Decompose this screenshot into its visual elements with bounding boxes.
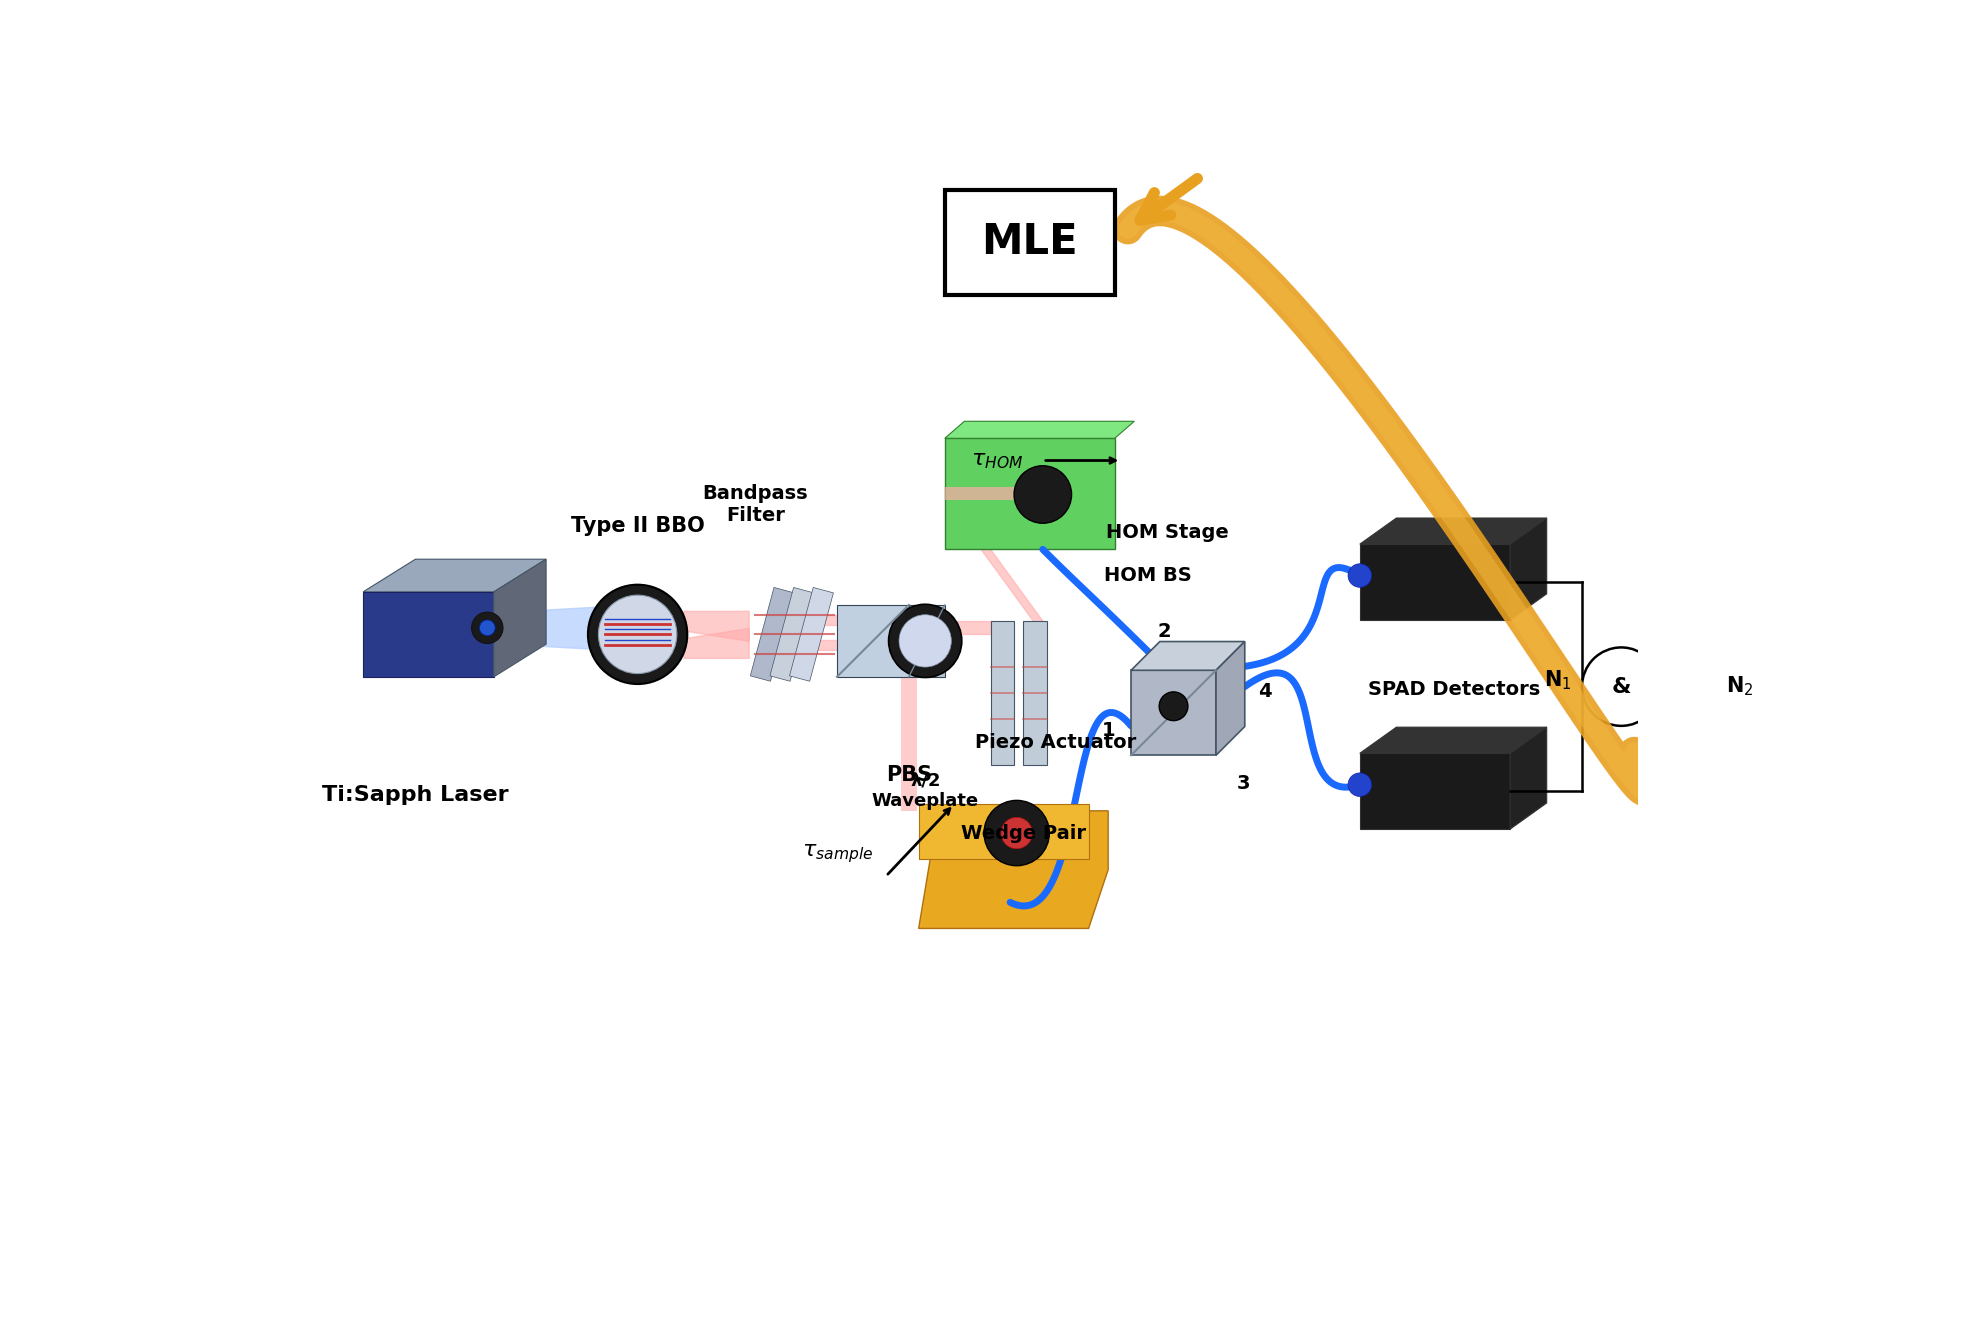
Text: 2: 2 <box>1157 622 1171 641</box>
Text: 4: 4 <box>1258 682 1271 701</box>
Polygon shape <box>1132 642 1246 670</box>
Circle shape <box>1348 773 1372 797</box>
Text: Wedge Pair: Wedge Pair <box>960 824 1086 843</box>
Polygon shape <box>919 804 1088 859</box>
Text: λ/2
Waveplate: λ/2 Waveplate <box>872 771 978 810</box>
Circle shape <box>1014 466 1073 523</box>
Polygon shape <box>364 592 494 676</box>
Circle shape <box>899 614 951 667</box>
Polygon shape <box>1360 753 1509 830</box>
Polygon shape <box>1360 727 1547 753</box>
Text: PBS: PBS <box>886 765 933 785</box>
Text: Bandpass
Filter: Bandpass Filter <box>703 483 809 524</box>
Text: HOM BS: HOM BS <box>1104 567 1191 585</box>
Text: $\tau_{sample}$: $\tau_{sample}$ <box>801 843 874 865</box>
Circle shape <box>1348 564 1372 588</box>
Text: 1: 1 <box>1102 721 1116 740</box>
Text: HOM Stage: HOM Stage <box>1106 523 1228 542</box>
Polygon shape <box>769 588 815 682</box>
Polygon shape <box>945 421 1134 439</box>
FancyBboxPatch shape <box>945 190 1114 295</box>
Text: SPAD Detectors: SPAD Detectors <box>1368 680 1541 699</box>
Polygon shape <box>1023 621 1047 765</box>
Polygon shape <box>945 486 1017 499</box>
Circle shape <box>472 612 504 643</box>
Polygon shape <box>364 559 545 592</box>
Text: Piezo Actuator: Piezo Actuator <box>976 733 1136 752</box>
Text: N$_1$: N$_1$ <box>1545 668 1572 692</box>
Polygon shape <box>901 605 917 811</box>
Circle shape <box>598 596 677 674</box>
Circle shape <box>890 604 962 678</box>
Circle shape <box>1582 647 1661 725</box>
Polygon shape <box>909 605 945 676</box>
Circle shape <box>480 620 496 635</box>
Polygon shape <box>1216 642 1246 756</box>
Text: Ti:Sapph Laser: Ti:Sapph Laser <box>323 785 508 804</box>
Polygon shape <box>1132 670 1216 756</box>
Text: 3: 3 <box>1236 774 1250 793</box>
Polygon shape <box>750 588 795 682</box>
Circle shape <box>588 585 687 684</box>
Polygon shape <box>1360 518 1547 544</box>
Polygon shape <box>1360 544 1509 620</box>
Text: MLE: MLE <box>982 221 1078 263</box>
Polygon shape <box>494 559 545 676</box>
Polygon shape <box>1509 518 1547 620</box>
Polygon shape <box>990 621 1014 765</box>
Polygon shape <box>789 588 832 682</box>
Text: N$_2$: N$_2$ <box>1726 675 1753 699</box>
Polygon shape <box>836 605 909 676</box>
Circle shape <box>984 801 1049 865</box>
Polygon shape <box>919 811 1108 929</box>
Polygon shape <box>1509 727 1547 830</box>
Circle shape <box>1159 692 1189 721</box>
Text: Type II BBO: Type II BBO <box>571 517 705 536</box>
Text: &: & <box>1612 676 1631 696</box>
Polygon shape <box>945 439 1114 550</box>
Circle shape <box>1002 818 1033 848</box>
Text: $\tau_{HOM}$: $\tau_{HOM}$ <box>970 450 1023 470</box>
